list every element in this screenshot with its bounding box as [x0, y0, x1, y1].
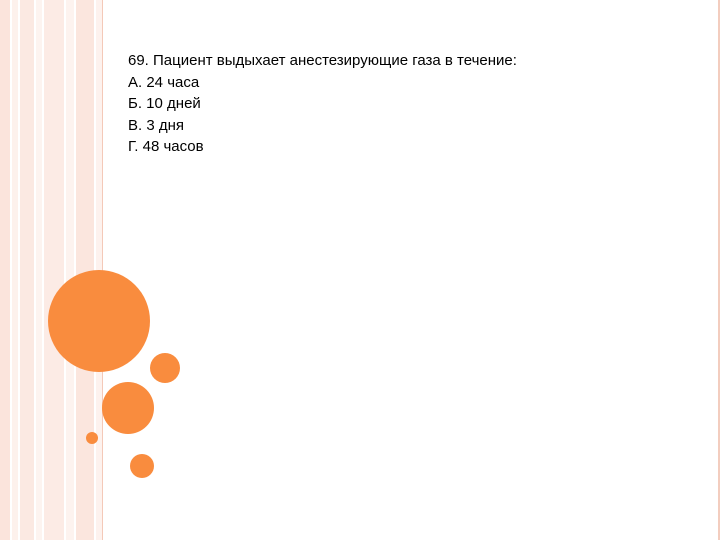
slide-right-border: [718, 0, 720, 540]
decorative-circle-small: [150, 353, 180, 383]
decorative-stripe: [76, 0, 94, 540]
answer-option-b: Б. 10 дней: [128, 95, 201, 112]
answer-option-g: Г. 48 часов: [128, 138, 204, 155]
decorative-circle-medium: [102, 382, 154, 434]
slide-content-panel: [102, 0, 719, 540]
decorative-stripe: [66, 0, 74, 540]
decorative-stripe: [44, 0, 64, 540]
decorative-circle-small: [130, 454, 154, 478]
decorative-stripe: [0, 0, 10, 540]
decorative-stripe: [20, 0, 34, 540]
decorative-stripe: [12, 0, 18, 540]
question-text: 69. Пациент выдыхает анестезирующие газа…: [128, 52, 517, 69]
answer-option-a: А. 24 часа: [128, 73, 200, 91]
decorative-circle-large: [48, 270, 150, 372]
answer-option-v: В. 3 дня: [128, 116, 185, 134]
decorative-circle-tiny: [86, 432, 98, 444]
decorative-stripe: [36, 0, 42, 540]
slide-text: 69. Пациент выдыхает анестезирующие газа…: [128, 50, 688, 158]
